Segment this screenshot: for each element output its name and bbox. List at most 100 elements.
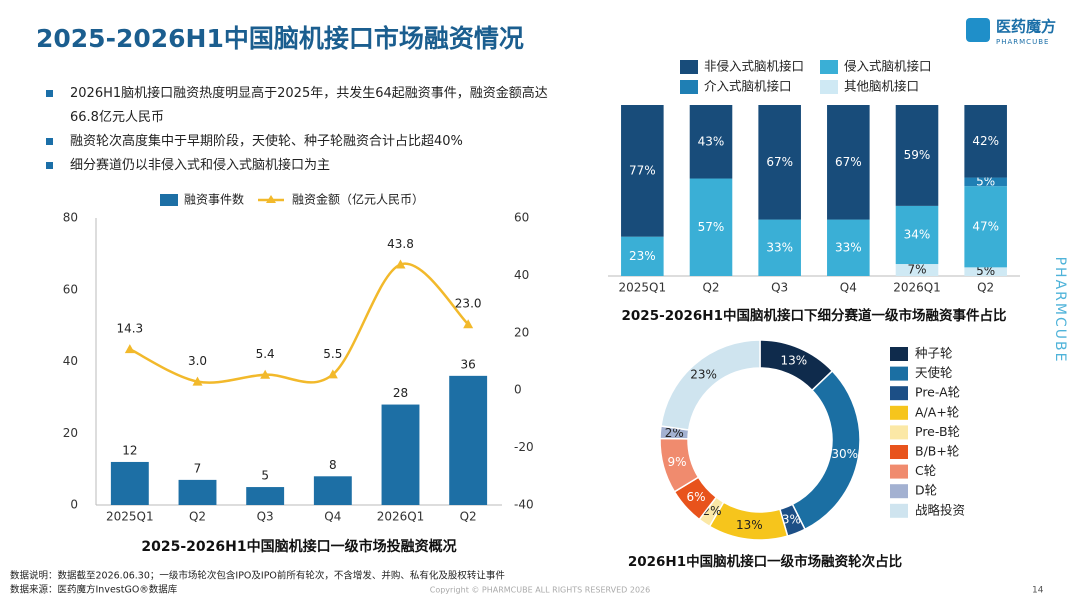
bar-segment (827, 219, 870, 276)
bar-segment (964, 267, 1007, 276)
legend-swatch (890, 347, 908, 361)
y2-tick-label: -20 (514, 440, 534, 454)
y-tick-label: 60 (63, 282, 78, 296)
bullet: 细分赛道仍以非侵入式和侵入式脑机接口为主 (44, 154, 574, 178)
x-tick-label: 2026Q1 (377, 510, 425, 524)
legend-swatch (890, 366, 908, 381)
legend-swatch (890, 503, 908, 518)
bar-segment (689, 178, 733, 276)
data-label: 67% (766, 155, 793, 169)
data-label: 3% (782, 513, 801, 527)
x-tick-label: Q4 (324, 510, 341, 524)
legend-label: 非侵入式脑机接口 (704, 59, 804, 74)
bar-segment (895, 264, 939, 276)
line-marker (124, 344, 135, 354)
x-tick-label: Q4 (840, 281, 857, 295)
x-tick-label: Q3 (257, 510, 274, 524)
bar-segment (621, 236, 664, 276)
data-label: 5.5 (323, 347, 342, 361)
x-tick-label: 2025Q1 (106, 510, 154, 524)
data-label: 47% (972, 219, 999, 233)
page-number: 14 (1032, 586, 1044, 596)
legend-label: 战略投资 (915, 502, 965, 517)
y-tick-label: 80 (63, 211, 78, 225)
bar-segment (895, 205, 939, 265)
y2-tick-label: 40 (514, 268, 529, 282)
data-label: 12 (122, 443, 137, 457)
bar (110, 461, 149, 505)
legend-label: D轮 (915, 483, 937, 498)
chart-title: 2025-2026H1中国脑机接口一级市场投融资概况 (141, 538, 456, 555)
legend-label: 融资金额（亿元人民币） (292, 192, 424, 207)
bar-segment (895, 105, 939, 206)
bullet: 2026H1脑机接口融资热度明显高于2025年，共发生64起融资事件，融资金额高… (44, 82, 574, 130)
data-label: 28 (393, 386, 408, 400)
note: 数据来源：医药魔方InvestGO®数据库 (10, 584, 178, 596)
data-label: 9% (667, 455, 686, 469)
x-tick-label: Q3 (771, 281, 788, 295)
copyright: Copyright © PHARMCUBE ALL RIGHTS RESERVE… (430, 586, 651, 595)
data-label: 67% (835, 155, 862, 169)
legend-marker (266, 195, 276, 203)
bar-segment (827, 105, 870, 220)
bar-segment (758, 105, 801, 220)
slide-title: 2025-2026H1中国脑机接口市场融资情况 (36, 24, 524, 53)
data-label: 23% (629, 249, 656, 263)
bullet-list: 2026H1脑机接口融资热度明显高于2025年，共发生64起融资事件，融资金额高… (44, 82, 574, 178)
legend-label: Pre-A轮 (915, 385, 960, 400)
chart-title: 2026H1中国脑机接口一级市场融资轮次占比 (628, 553, 902, 570)
data-label: 8 (329, 458, 337, 472)
line-marker (395, 259, 406, 269)
legend-swatch (680, 60, 698, 74)
data-label: 30% (831, 447, 858, 461)
legend-swatch (820, 60, 838, 74)
legend-swatch (160, 194, 178, 206)
data-label: 5.4 (256, 347, 275, 361)
legend-swatch (890, 445, 908, 459)
data-label: 7% (907, 263, 926, 277)
legend-label: 侵入式脑机接口 (844, 59, 932, 74)
data-label: 5% (976, 264, 995, 278)
logo-sub: PHARMCUBE (996, 38, 1049, 46)
legend-label: A/A+轮 (915, 404, 959, 419)
x-tick-label: Q2 (977, 281, 994, 295)
data-label: 5% (976, 174, 995, 188)
data-label: 33% (835, 240, 862, 254)
bar-segment (964, 177, 1007, 187)
logo-icon (966, 18, 990, 42)
y-tick-label: 20 (63, 426, 78, 440)
bar (178, 479, 217, 505)
data-label: 3.0 (188, 354, 207, 368)
data-label: 23.0 (455, 297, 482, 311)
data-label: 43% (698, 134, 725, 148)
y-tick-label: 40 (63, 354, 78, 368)
chart-title: 2025-2026H1中国脑机接口下细分赛道一级市场融资事件占比 (622, 307, 1007, 324)
legend-swatch (890, 386, 908, 401)
bar-segment (964, 105, 1007, 178)
x-tick-label: Q2 (460, 510, 477, 524)
bar-segment (621, 105, 664, 237)
y2-tick-label: 0 (514, 383, 522, 397)
line-marker (192, 376, 203, 386)
line-marker (463, 319, 474, 329)
donut-slice (660, 339, 761, 431)
data-label: 36 (461, 357, 476, 371)
data-label: 6% (686, 490, 705, 504)
data-label: 42% (972, 134, 999, 148)
bar-segment (758, 219, 801, 276)
data-label: 7 (194, 461, 202, 475)
data-label: 13% (736, 518, 763, 532)
x-tick-label: 2025Q1 (619, 281, 667, 295)
legend-label: 种子轮 (915, 346, 953, 361)
bullet: 融资轮次高度集中于早期阶段，天使轮、种子轮融资合计占比超40% (44, 130, 574, 154)
line-marker (327, 369, 338, 379)
logo-name: 医药魔方 (996, 18, 1056, 36)
data-label: 59% (904, 148, 931, 162)
legend-label: 天使轮 (915, 365, 953, 380)
legend-label: B/B+轮 (915, 444, 959, 459)
legend-label: 介入式脑机接口 (704, 79, 792, 94)
data-label: 14.3 (116, 322, 143, 336)
data-label: 23% (690, 368, 717, 382)
